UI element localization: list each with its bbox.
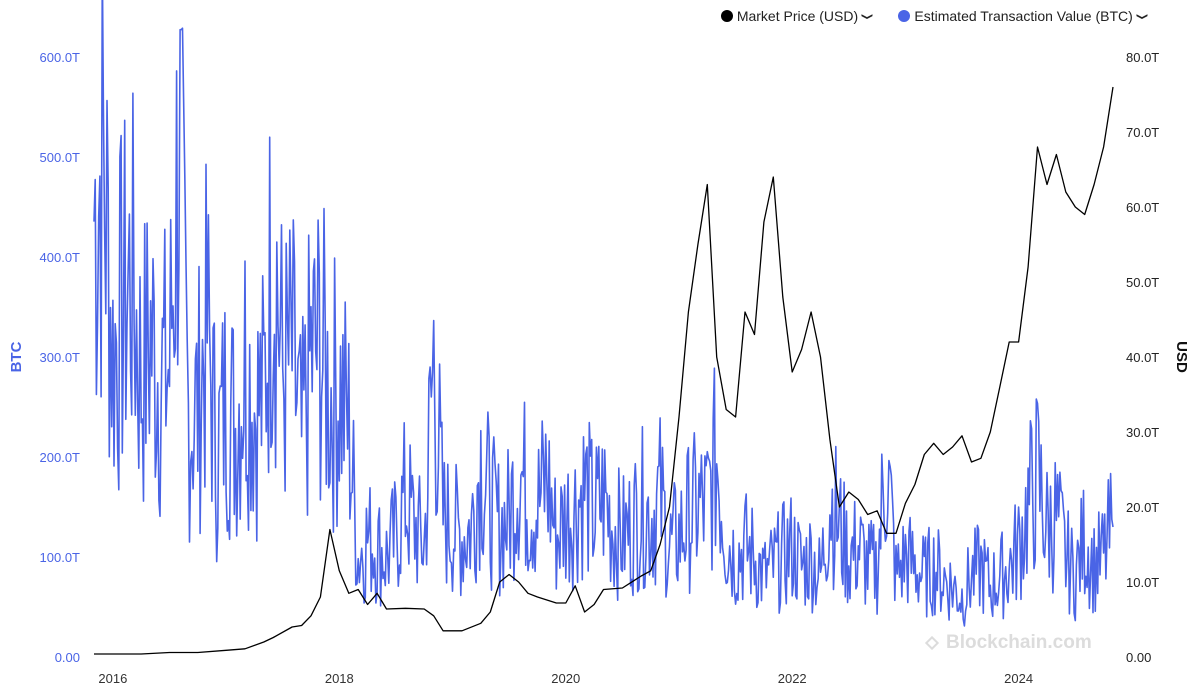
left-tick-label: 0.00 — [55, 650, 80, 665]
left-tick-label: 300.0T — [40, 350, 81, 365]
watermark-text: Blockchain.com — [946, 632, 1092, 653]
left-axis: 0.00 100.0T 200.0T 300.0T 400.0T 500.0T 600.0T — [40, 50, 81, 665]
legend-dot-market-price — [720, 10, 733, 22]
x-tick-label: 2024 — [1004, 671, 1033, 686]
left-axis-title: BTC — [8, 341, 25, 372]
series-layer — [93, 0, 1114, 655]
right-tick-label: 50.0T — [1126, 275, 1159, 290]
chevron-down-icon[interactable]: ❯ — [1135, 12, 1148, 20]
right-tick-label: 80.0T — [1126, 50, 1159, 65]
left-tick-label: 100.0T — [40, 550, 81, 565]
right-tick-label: 20.0T — [1126, 500, 1159, 515]
right-tick-label: 40.0T — [1126, 350, 1159, 365]
chevron-down-icon[interactable]: ❯ — [861, 12, 874, 20]
x-axis: 2016 2018 2020 2022 2024 — [98, 671, 1033, 686]
right-axis: 0.00 10.0T 20.0T 30.0T 40.0T 50.0T 60.0T 70.0T 8… — [1126, 50, 1159, 665]
watermark: Blockchain.com — [924, 632, 1092, 654]
x-tick-label: 2018 — [325, 671, 354, 686]
x-tick-label: 2016 — [98, 671, 127, 686]
left-tick-label: 200.0T — [40, 450, 81, 465]
right-tick-label: 10.0T — [1126, 575, 1159, 590]
x-tick-label: 2020 — [551, 671, 580, 686]
right-tick-label: 30.0T — [1126, 425, 1159, 440]
left-tick-label: 400.0T — [40, 250, 81, 265]
legend-dot-estimated-transaction-value — [898, 10, 911, 22]
right-tick-label: 0.00 — [1126, 650, 1151, 665]
legend: Market Price (USD) ❯ Estimated Transacti… — [720, 8, 1148, 24]
legend-label-market-price: Market Price (USD) — [736, 8, 859, 24]
legend-item-market-price[interactable]: Market Price (USD) ❯ — [720, 8, 874, 24]
legend-label-estimated-transaction-value: Estimated Transaction Value (BTC) — [914, 8, 1133, 24]
right-axis-title: USD — [1173, 341, 1190, 373]
blockchain-logo-icon — [924, 635, 940, 651]
series-line-market-price — [94, 86, 1114, 655]
right-tick-label: 60.0T — [1126, 200, 1159, 215]
left-tick-label: 600.0T — [40, 50, 81, 65]
left-tick-label: 500.0T — [40, 150, 81, 165]
series-line-estimated-transaction-value — [93, 0, 1114, 627]
legend-item-estimated-transaction-value[interactable]: Estimated Transaction Value (BTC) ❯ — [898, 8, 1148, 24]
right-tick-label: 70.0T — [1126, 125, 1159, 140]
x-tick-label: 2022 — [778, 671, 807, 686]
